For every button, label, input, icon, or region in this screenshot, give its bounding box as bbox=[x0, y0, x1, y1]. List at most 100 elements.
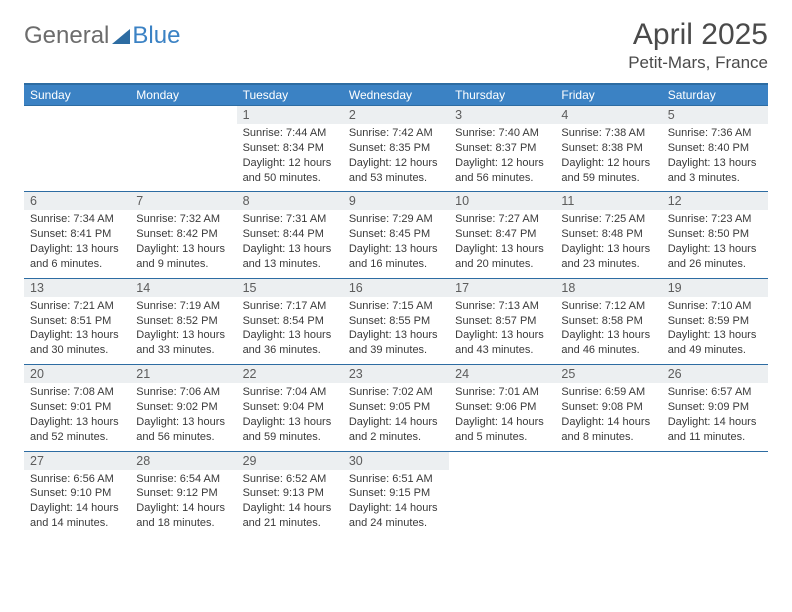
day-number-cell bbox=[449, 451, 555, 470]
daylight-line-1: Daylight: 14 hours bbox=[561, 415, 655, 430]
daylight-line-2: and 20 minutes. bbox=[455, 257, 549, 272]
day-number-cell bbox=[130, 106, 236, 125]
sunrise-line: Sunrise: 7:38 AM bbox=[561, 126, 655, 141]
day-number-row: 6789101112 bbox=[24, 192, 768, 211]
day-body-cell: Sunrise: 7:06 AMSunset: 9:02 PMDaylight:… bbox=[130, 383, 236, 451]
brand-part2: Blue bbox=[132, 22, 180, 50]
month-title: April 2025 bbox=[628, 18, 768, 51]
daylight-line-1: Daylight: 13 hours bbox=[455, 328, 549, 343]
sunset-line: Sunset: 8:42 PM bbox=[136, 227, 230, 242]
daylight-line-2: and 36 minutes. bbox=[243, 343, 337, 358]
logo-triangle-icon bbox=[111, 27, 131, 45]
day-body-row: Sunrise: 7:08 AMSunset: 9:01 PMDaylight:… bbox=[24, 383, 768, 451]
daylight-line-1: Daylight: 12 hours bbox=[561, 156, 655, 171]
day-body-cell: Sunrise: 7:36 AMSunset: 8:40 PMDaylight:… bbox=[662, 124, 768, 192]
daylight-line-1: Daylight: 13 hours bbox=[455, 242, 549, 257]
day-body-cell: Sunrise: 7:32 AMSunset: 8:42 PMDaylight:… bbox=[130, 210, 236, 278]
day-body-cell bbox=[449, 470, 555, 537]
sunrise-line: Sunrise: 7:01 AM bbox=[455, 385, 549, 400]
weekday-header: Saturday bbox=[662, 84, 768, 106]
daylight-line-1: Daylight: 14 hours bbox=[30, 501, 124, 516]
sunset-line: Sunset: 8:52 PM bbox=[136, 314, 230, 329]
day-number-cell: 30 bbox=[343, 451, 449, 470]
sunset-line: Sunset: 8:45 PM bbox=[349, 227, 443, 242]
sunrise-line: Sunrise: 6:59 AM bbox=[561, 385, 655, 400]
daylight-line-2: and 8 minutes. bbox=[561, 430, 655, 445]
daylight-line-2: and 30 minutes. bbox=[30, 343, 124, 358]
day-body-cell: Sunrise: 6:54 AMSunset: 9:12 PMDaylight:… bbox=[130, 470, 236, 537]
sunrise-line: Sunrise: 7:02 AM bbox=[349, 385, 443, 400]
daylight-line-2: and 39 minutes. bbox=[349, 343, 443, 358]
sunrise-line: Sunrise: 7:08 AM bbox=[30, 385, 124, 400]
day-number-cell: 9 bbox=[343, 192, 449, 211]
daylight-line-1: Daylight: 13 hours bbox=[136, 415, 230, 430]
day-body-cell: Sunrise: 7:01 AMSunset: 9:06 PMDaylight:… bbox=[449, 383, 555, 451]
day-body-cell: Sunrise: 7:40 AMSunset: 8:37 PMDaylight:… bbox=[449, 124, 555, 192]
day-body-cell: Sunrise: 6:59 AMSunset: 9:08 PMDaylight:… bbox=[555, 383, 661, 451]
day-body-cell: Sunrise: 7:27 AMSunset: 8:47 PMDaylight:… bbox=[449, 210, 555, 278]
daylight-line-2: and 3 minutes. bbox=[668, 171, 762, 186]
sunset-line: Sunset: 9:04 PM bbox=[243, 400, 337, 415]
daylight-line-1: Daylight: 13 hours bbox=[30, 415, 124, 430]
daylight-line-1: Daylight: 14 hours bbox=[455, 415, 549, 430]
day-number-cell: 1 bbox=[237, 106, 343, 125]
sunset-line: Sunset: 8:34 PM bbox=[243, 141, 337, 156]
day-body-cell: Sunrise: 7:29 AMSunset: 8:45 PMDaylight:… bbox=[343, 210, 449, 278]
sunrise-line: Sunrise: 7:31 AM bbox=[243, 212, 337, 227]
day-body-cell: Sunrise: 7:15 AMSunset: 8:55 PMDaylight:… bbox=[343, 297, 449, 365]
daylight-line-1: Daylight: 13 hours bbox=[349, 242, 443, 257]
daylight-line-2: and 33 minutes. bbox=[136, 343, 230, 358]
daylight-line-2: and 13 minutes. bbox=[243, 257, 337, 272]
day-body-cell: Sunrise: 7:21 AMSunset: 8:51 PMDaylight:… bbox=[24, 297, 130, 365]
day-number-cell: 24 bbox=[449, 365, 555, 384]
daylight-line-1: Daylight: 12 hours bbox=[243, 156, 337, 171]
day-body-row: Sunrise: 6:56 AMSunset: 9:10 PMDaylight:… bbox=[24, 470, 768, 537]
sunset-line: Sunset: 9:01 PM bbox=[30, 400, 124, 415]
sunrise-line: Sunrise: 7:21 AM bbox=[30, 299, 124, 314]
sunrise-line: Sunrise: 7:13 AM bbox=[455, 299, 549, 314]
day-body-cell: Sunrise: 7:34 AMSunset: 8:41 PMDaylight:… bbox=[24, 210, 130, 278]
daylight-line-2: and 9 minutes. bbox=[136, 257, 230, 272]
daylight-line-2: and 21 minutes. bbox=[243, 516, 337, 531]
day-number-cell: 28 bbox=[130, 451, 236, 470]
daylight-line-2: and 49 minutes. bbox=[668, 343, 762, 358]
sunset-line: Sunset: 8:48 PM bbox=[561, 227, 655, 242]
daylight-line-1: Daylight: 12 hours bbox=[455, 156, 549, 171]
sunset-line: Sunset: 9:08 PM bbox=[561, 400, 655, 415]
daylight-line-1: Daylight: 12 hours bbox=[349, 156, 443, 171]
day-body-cell: Sunrise: 7:44 AMSunset: 8:34 PMDaylight:… bbox=[237, 124, 343, 192]
sunrise-line: Sunrise: 7:40 AM bbox=[455, 126, 549, 141]
daylight-line-2: and 24 minutes. bbox=[349, 516, 443, 531]
daylight-line-1: Daylight: 13 hours bbox=[668, 156, 762, 171]
day-body-row: Sunrise: 7:44 AMSunset: 8:34 PMDaylight:… bbox=[24, 124, 768, 192]
sunrise-line: Sunrise: 7:27 AM bbox=[455, 212, 549, 227]
sunrise-line: Sunrise: 7:44 AM bbox=[243, 126, 337, 141]
day-number-row: 13141516171819 bbox=[24, 278, 768, 297]
weekday-header: Thursday bbox=[449, 84, 555, 106]
daylight-line-2: and 23 minutes. bbox=[561, 257, 655, 272]
daylight-line-1: Daylight: 14 hours bbox=[136, 501, 230, 516]
day-number-cell: 11 bbox=[555, 192, 661, 211]
sunset-line: Sunset: 9:10 PM bbox=[30, 486, 124, 501]
day-body-cell: Sunrise: 7:08 AMSunset: 9:01 PMDaylight:… bbox=[24, 383, 130, 451]
sunrise-line: Sunrise: 7:06 AM bbox=[136, 385, 230, 400]
sunrise-line: Sunrise: 7:36 AM bbox=[668, 126, 762, 141]
daylight-line-2: and 2 minutes. bbox=[349, 430, 443, 445]
daylight-line-1: Daylight: 14 hours bbox=[243, 501, 337, 516]
day-number-cell: 13 bbox=[24, 278, 130, 297]
daylight-line-1: Daylight: 14 hours bbox=[668, 415, 762, 430]
sunset-line: Sunset: 8:59 PM bbox=[668, 314, 762, 329]
day-number-cell: 17 bbox=[449, 278, 555, 297]
sunrise-line: Sunrise: 7:10 AM bbox=[668, 299, 762, 314]
day-number-cell: 15 bbox=[237, 278, 343, 297]
daylight-line-2: and 59 minutes. bbox=[243, 430, 337, 445]
daylight-line-2: and 59 minutes. bbox=[561, 171, 655, 186]
sunrise-line: Sunrise: 7:29 AM bbox=[349, 212, 443, 227]
weekday-header: Friday bbox=[555, 84, 661, 106]
day-body-cell: Sunrise: 6:56 AMSunset: 9:10 PMDaylight:… bbox=[24, 470, 130, 537]
weekday-header: Wednesday bbox=[343, 84, 449, 106]
daylight-line-2: and 26 minutes. bbox=[668, 257, 762, 272]
sunset-line: Sunset: 8:58 PM bbox=[561, 314, 655, 329]
daylight-line-2: and 14 minutes. bbox=[30, 516, 124, 531]
sunset-line: Sunset: 9:15 PM bbox=[349, 486, 443, 501]
